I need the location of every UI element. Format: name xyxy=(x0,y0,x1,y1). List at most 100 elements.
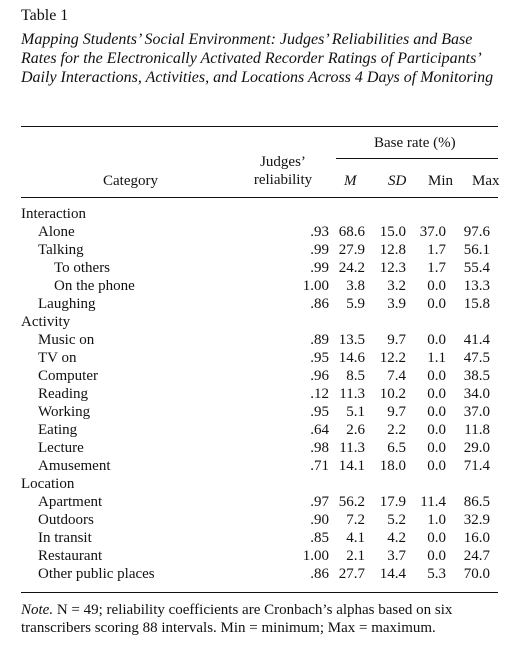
cell-max: 13.3 xyxy=(463,278,490,294)
cell-min: 0.0 xyxy=(427,386,446,402)
cell-sd: 3.7 xyxy=(387,548,406,564)
row-label: Laughing xyxy=(38,296,96,312)
row-label: Computer xyxy=(38,368,98,384)
cell-reliability: .86 xyxy=(310,566,329,582)
row-label: Working xyxy=(38,404,91,420)
bottom-rule xyxy=(21,592,498,593)
cell-mean: 27.7 xyxy=(338,566,365,582)
cell-reliability: .71 xyxy=(310,458,329,474)
row-label: Other public places xyxy=(38,566,155,582)
row-label: Reading xyxy=(38,386,88,402)
cell-min: 0.0 xyxy=(427,332,446,348)
table-section-row: Interaction xyxy=(21,205,501,223)
table-number: Table 1 xyxy=(21,7,69,24)
header-min: Min xyxy=(428,173,454,189)
cell-min: 0.0 xyxy=(427,530,446,546)
table-section-row: Location xyxy=(21,475,501,493)
note-text: N = 49; reliability coefficients are Cro… xyxy=(21,602,453,636)
header-rule xyxy=(21,197,498,198)
cell-sd: 15.0 xyxy=(379,224,406,240)
cell-sd: 2.2 xyxy=(387,422,406,438)
cell-sd: 5.2 xyxy=(387,512,406,528)
cell-mean: 27.9 xyxy=(338,242,365,258)
cell-reliability: .12 xyxy=(310,386,329,402)
header-category: Category xyxy=(103,173,158,189)
cell-reliability: .95 xyxy=(310,350,329,366)
cell-sd: 12.2 xyxy=(379,350,406,366)
cell-reliability: .85 xyxy=(310,530,329,546)
cell-max: 32.9 xyxy=(463,512,490,528)
cell-mean: 8.5 xyxy=(346,368,365,384)
cell-mean: 2.1 xyxy=(346,548,365,564)
table-row: On the phone 1.00 3.8 3.2 0.0 13.3 xyxy=(21,277,501,295)
cell-max: 24.7 xyxy=(463,548,490,564)
cell-sd: 9.7 xyxy=(387,332,406,348)
cell-sd: 12.8 xyxy=(379,242,406,258)
cell-min: 1.1 xyxy=(427,350,446,366)
cell-reliability: .89 xyxy=(310,332,329,348)
cell-min: 0.0 xyxy=(427,422,446,438)
cell-reliability: 1.00 xyxy=(302,548,329,564)
row-label: Lecture xyxy=(38,440,84,456)
table-row: Amusement .71 14.1 18.0 0.0 71.4 xyxy=(21,457,501,475)
cell-sd: 9.7 xyxy=(387,404,406,420)
table-row: Eating .64 2.6 2.2 0.0 11.8 xyxy=(21,421,501,439)
cell-reliability: .95 xyxy=(310,404,329,420)
row-label: Eating xyxy=(38,422,78,438)
table-row: To others .99 24.2 12.3 1.7 55.4 xyxy=(21,259,501,277)
row-label: Activity xyxy=(21,314,71,330)
table-row: Talking .99 27.9 12.8 1.7 56.1 xyxy=(21,241,501,259)
table-row: Computer .96 8.5 7.4 0.0 38.5 xyxy=(21,367,501,385)
cell-sd: 3.2 xyxy=(387,278,406,294)
cell-mean: 4.1 xyxy=(346,530,365,546)
row-label: In transit xyxy=(38,530,92,546)
row-label: Amusement xyxy=(38,458,111,474)
header-judges-line2: reliability xyxy=(253,172,313,188)
header-judges-reliability: Judges’ reliability xyxy=(243,153,323,189)
cell-sd: 10.2 xyxy=(379,386,406,402)
cell-sd: 4.2 xyxy=(387,530,406,546)
table-row: Outdoors .90 7.2 5.2 1.0 32.9 xyxy=(21,511,501,529)
cell-reliability: 1.00 xyxy=(302,278,329,294)
table-row: Other public places .86 27.7 14.4 5.3 70.0 xyxy=(21,565,501,583)
table-row: Apartment .97 56.2 17.9 11.4 86.5 xyxy=(21,493,501,511)
cell-min: 0.0 xyxy=(427,404,446,420)
table-row: In transit .85 4.1 4.2 0.0 16.0 xyxy=(21,529,501,547)
table-body: Interaction Alone .93 68.6 15.0 37.0 97.6 Talki… xyxy=(21,205,501,583)
cell-max: 55.4 xyxy=(463,260,490,276)
cell-mean: 14.6 xyxy=(338,350,365,366)
table-row: Restaurant 1.00 2.1 3.7 0.0 24.7 xyxy=(21,547,501,565)
cell-min: 0.0 xyxy=(427,296,446,312)
cell-max: 16.0 xyxy=(463,530,490,546)
row-label: Alone xyxy=(38,224,75,240)
cell-mean: 14.1 xyxy=(338,458,365,474)
cell-max: 38.5 xyxy=(463,368,490,384)
header-max: Max xyxy=(472,173,500,189)
cell-mean: 68.6 xyxy=(338,224,365,240)
cell-min: 37.0 xyxy=(419,224,446,240)
cell-min: 1.7 xyxy=(427,242,446,258)
cell-max: 41.4 xyxy=(463,332,490,348)
cell-reliability: .86 xyxy=(310,296,329,312)
cell-min: 0.0 xyxy=(427,440,446,456)
cell-mean: 13.5 xyxy=(338,332,365,348)
cell-min: 5.3 xyxy=(427,566,446,582)
table-row: Reading .12 11.3 10.2 0.0 34.0 xyxy=(21,385,501,403)
cell-reliability: .98 xyxy=(310,440,329,456)
table-section-row: Activity xyxy=(21,313,501,331)
cell-max: 56.1 xyxy=(463,242,490,258)
header-base-rate: Base rate (%) xyxy=(374,135,456,151)
cell-max: 37.0 xyxy=(463,404,490,420)
cell-reliability: .99 xyxy=(310,260,329,276)
cell-mean: 56.2 xyxy=(338,494,365,510)
cell-mean: 5.9 xyxy=(346,296,365,312)
cell-sd: 14.4 xyxy=(379,566,406,582)
cell-min: 11.4 xyxy=(420,494,446,510)
cell-mean: 3.8 xyxy=(346,278,365,294)
table-row: Music on .89 13.5 9.7 0.0 41.4 xyxy=(21,331,501,349)
cell-sd: 6.5 xyxy=(387,440,406,456)
row-label: Talking xyxy=(38,242,84,258)
cell-max: 97.6 xyxy=(463,224,490,240)
cell-min: 0.0 xyxy=(427,278,446,294)
table-row: TV on .95 14.6 12.2 1.1 47.5 xyxy=(21,349,501,367)
